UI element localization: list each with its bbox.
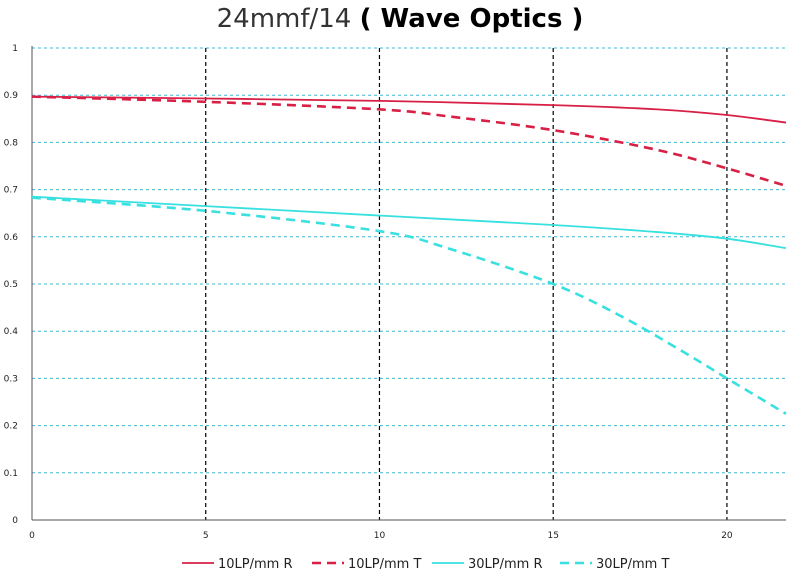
y-tick-label: 0.1	[4, 469, 18, 479]
x-tick-label: 15	[547, 531, 558, 541]
y-tick-label: 1	[12, 44, 18, 54]
series-line-30lp-mm-r	[31, 195, 787, 250]
legend-label-30lp-mm-t: 30LP/mm T	[596, 557, 669, 572]
x-tick-label: 10	[374, 531, 386, 541]
y-tick-label: 0.6	[4, 233, 19, 243]
y-tick-label: 0.9	[4, 91, 19, 101]
series-line-10lp-mm-t	[31, 95, 787, 188]
y-tick-label: 0.3	[4, 374, 18, 384]
y-tick-label: 0.8	[4, 138, 19, 148]
y-tick-label: 0.5	[4, 280, 18, 290]
chart-title: 24mmf/14 ( Wave Optics )	[0, 4, 800, 34]
y-tick-label: 0	[12, 516, 18, 526]
x-tick-label: 0	[29, 531, 35, 541]
x-tick-label: 5	[203, 531, 209, 541]
chart-title-sub: ( Wave Optics )	[359, 4, 584, 34]
series-line-30lp-mm-t	[31, 196, 787, 415]
legend-label-30lp-mm-r: 30LP/mm R	[468, 557, 543, 572]
series-line-10lp-mm-r	[31, 95, 787, 124]
legend-label-10lp-mm-r: 10LP/mm R	[218, 557, 293, 572]
y-tick-label: 0.2	[4, 422, 18, 432]
y-tick-label: 0.4	[4, 327, 19, 337]
y-tick-label: 0.7	[4, 186, 18, 196]
chart-title-main: 24mmf/14	[216, 4, 352, 34]
legend-label-10lp-mm-t: 10LP/mm T	[348, 557, 421, 572]
x-tick-label: 20	[721, 531, 733, 541]
